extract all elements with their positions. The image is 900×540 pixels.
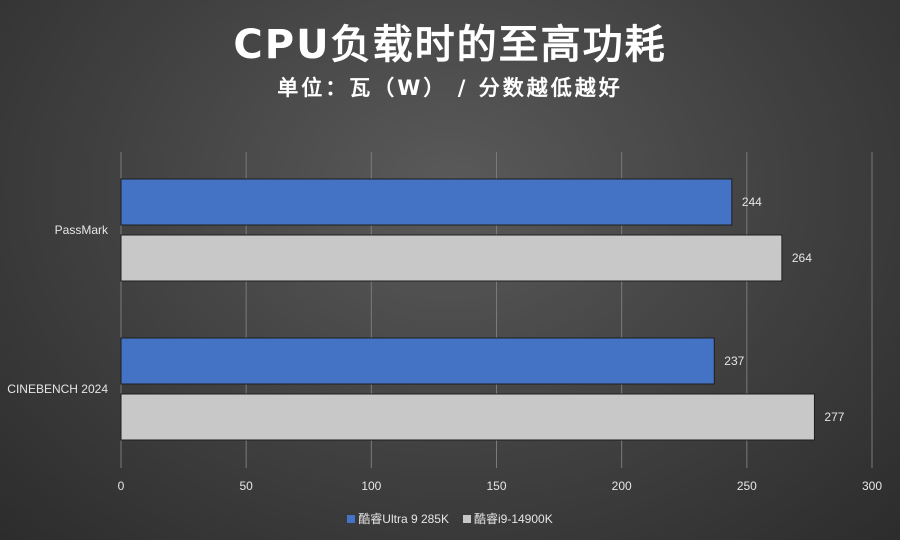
legend-swatch xyxy=(347,514,356,523)
x-tick-label: 250 xyxy=(737,479,757,493)
bars xyxy=(120,178,815,441)
legend-item: 酷睿i9-14900K xyxy=(463,510,553,527)
x-tick-label: 100 xyxy=(361,479,381,493)
legend-item: 酷睿Ultra 9 285K xyxy=(347,510,449,527)
chart-title: CPU负载时的至高功耗 xyxy=(233,22,667,68)
x-tick-label: 150 xyxy=(486,479,506,493)
category-label: CINEBENCH 2024 xyxy=(7,382,108,396)
bar-1-1 xyxy=(120,393,815,441)
legend: 酷睿Ultra 9 285K 酷睿i9-14900K xyxy=(0,510,900,527)
legend-label: 酷睿Ultra 9 285K xyxy=(358,512,449,526)
bar-0-1 xyxy=(120,234,783,282)
bar-1-0 xyxy=(120,337,715,385)
legend-swatch xyxy=(463,514,471,523)
x-tick-label: 300 xyxy=(862,479,882,493)
x-tick-label: 50 xyxy=(239,479,253,493)
data-label: 264 xyxy=(792,251,812,265)
data-label: 244 xyxy=(742,195,762,209)
data-label: 237 xyxy=(724,354,744,368)
chart-subtitle: 单位：瓦（W） / 分数越低越好 xyxy=(277,76,623,100)
labels: 0 50 100 150 200 250 300 244 264 PassMark 237 277 CI… xyxy=(7,195,882,493)
category-label: PassMark xyxy=(55,223,109,237)
bar-0-0 xyxy=(120,178,733,226)
x-tick-label: 0 xyxy=(118,479,125,493)
x-tick-label: 200 xyxy=(612,479,632,493)
legend-label: 酷睿i9-14900K xyxy=(474,512,553,526)
data-label: 277 xyxy=(824,410,844,424)
